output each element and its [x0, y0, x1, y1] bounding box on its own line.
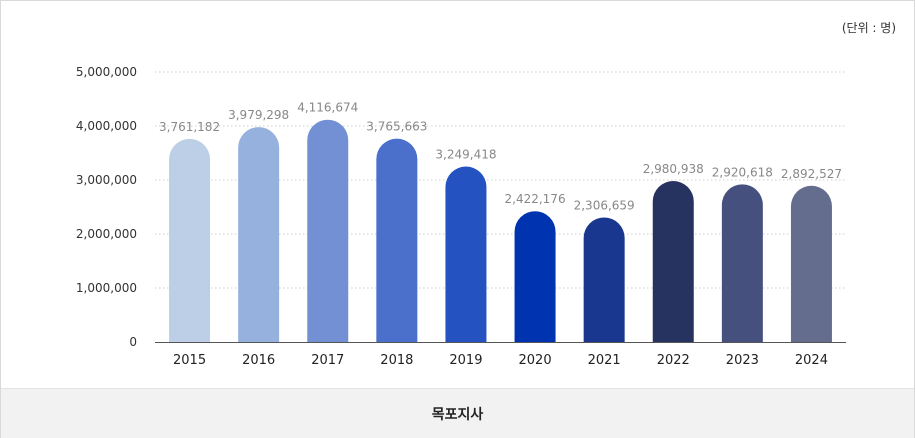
bar: [652, 181, 694, 342]
x-axis: 2015 2016 2017 2018 2019 2020 2021 2022 2023 2024: [155, 342, 846, 368]
bar-value-label: 2,422,176: [505, 192, 566, 206]
x-tick-label: 2021: [588, 353, 621, 368]
x-tick-label: 2017: [311, 353, 344, 368]
bar-value-label: 2,306,659: [574, 198, 635, 212]
footer-branch-label: 목포지사: [1, 388, 914, 438]
y-tick-label: 4,000,000: [76, 119, 137, 133]
x-tick-label: 2019: [449, 353, 482, 368]
x-tick-label: 2024: [795, 353, 828, 368]
unit-label: (단위 : 명): [841, 21, 896, 35]
y-tick-label: 5,000,000: [76, 65, 137, 79]
x-tick-label: 2016: [242, 353, 275, 368]
bar-value-label: 3,249,418: [435, 148, 496, 162]
x-tick-label: 2022: [657, 353, 690, 368]
bar-chart: 0 1,000,000 2,000,000 3,000,000 4,000,000 5,0…: [76, 65, 846, 368]
bar: [721, 184, 763, 342]
bar: [307, 119, 349, 343]
y-axis: 0 1,000,000 2,000,000 3,000,000 4,000,000 5,0…: [76, 65, 137, 349]
bar: [583, 217, 625, 342]
bar-value-label: 3,761,182: [159, 120, 220, 134]
x-tick-label: 2020: [519, 353, 552, 368]
bar-value-label: 2,892,527: [781, 167, 842, 181]
bars: 3,761,182 3,979,298 4,116,674 3,765,663 3,24…: [159, 101, 842, 343]
bar: [376, 138, 418, 342]
y-tick-label: 2,000,000: [76, 227, 137, 241]
x-tick-label: 2018: [380, 353, 413, 368]
y-tick-label: 1,000,000: [76, 281, 137, 295]
bar: [445, 166, 487, 342]
y-tick-label: 3,000,000: [76, 173, 137, 187]
x-tick-label: 2015: [173, 353, 206, 368]
bar-value-label: 2,920,618: [712, 165, 773, 179]
bar: [790, 185, 832, 342]
x-tick-label: 2023: [726, 353, 759, 368]
bar-value-label: 2,980,938: [643, 162, 704, 176]
bar: [169, 138, 211, 342]
bar-value-label: 3,979,298: [228, 108, 289, 122]
bar-value-label: 4,116,674: [297, 101, 358, 115]
bar: [238, 127, 280, 343]
bar: [514, 211, 556, 342]
bar-value-label: 3,765,663: [366, 120, 427, 134]
y-tick-label: 0: [129, 335, 137, 349]
